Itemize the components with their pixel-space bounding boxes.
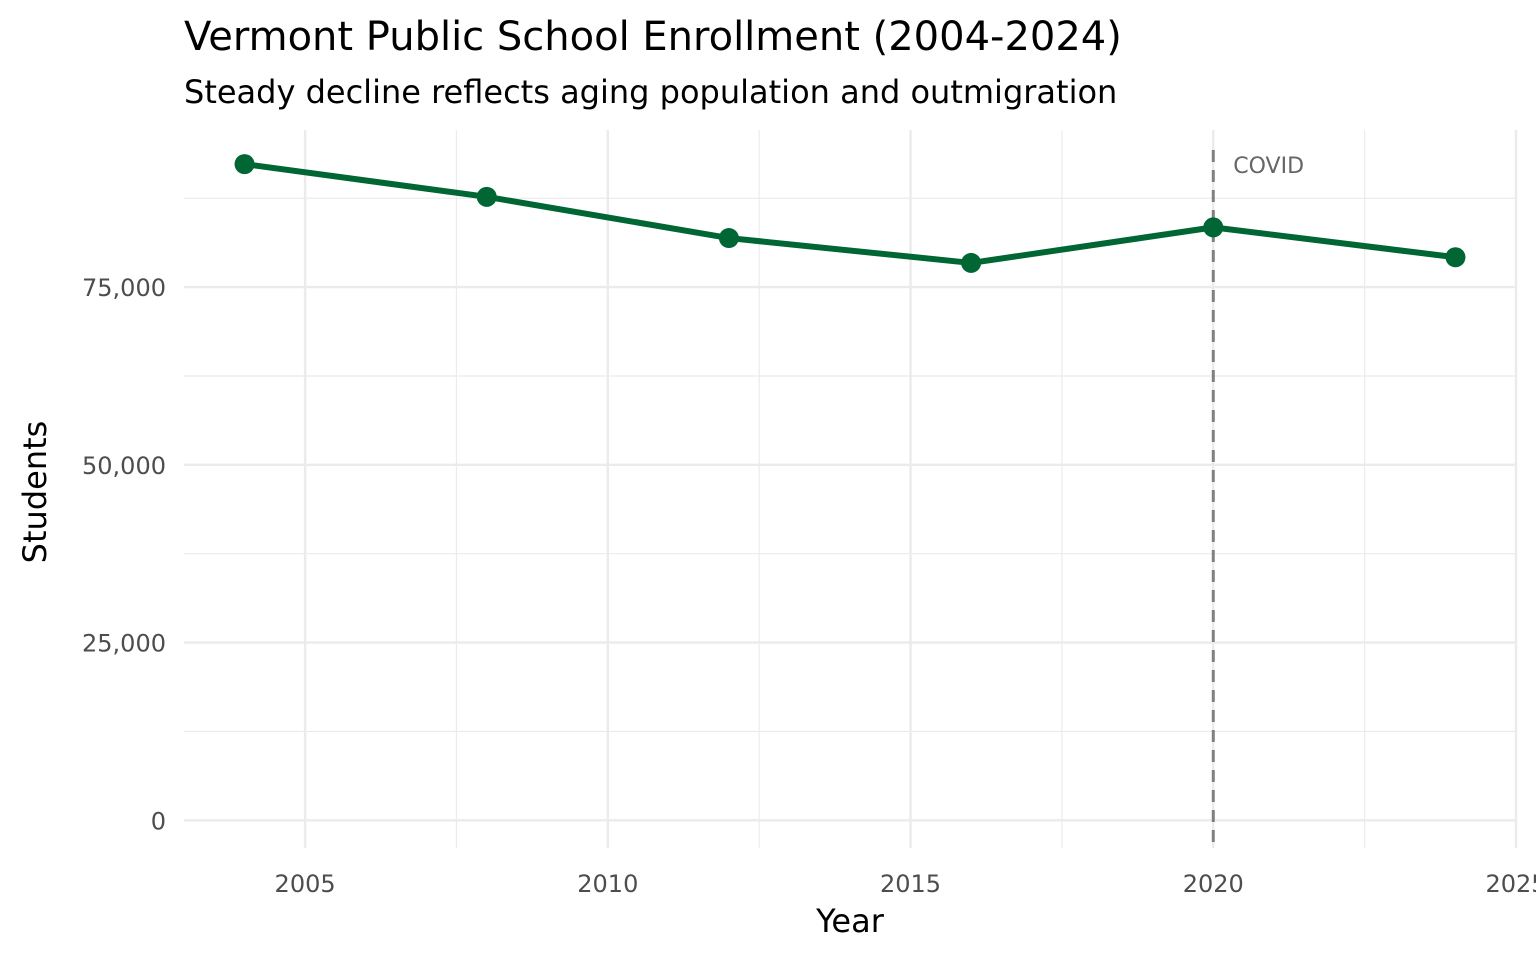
data-point-2020: [1203, 217, 1224, 238]
x-tick-label: 2010: [577, 870, 638, 898]
data-point-2004: [234, 154, 255, 175]
chart-title: Vermont Public School Enrollment (2004-2…: [184, 14, 1122, 60]
chart-subtitle: Steady decline reflects aging population…: [184, 73, 1118, 111]
y-tick-label: 25,000: [82, 630, 166, 658]
enrollment-line: [244, 161, 1456, 266]
y-tick-label: 75,000: [82, 274, 166, 302]
x-tick-label: 2015: [880, 870, 941, 898]
data-point-2016: [961, 252, 982, 273]
grid: [184, 130, 1518, 848]
covid-annotation: COVID: [1233, 154, 1304, 179]
data-point-2008: [476, 186, 497, 207]
x-axis-label: Year: [815, 902, 885, 940]
y-tick-label: 50,000: [82, 452, 166, 480]
data-point-2012: [718, 228, 739, 249]
y-axis-label: Students: [16, 421, 54, 564]
data-point-2024: [1445, 247, 1466, 268]
x-tick-label: 2005: [275, 870, 336, 898]
x-tick-label: 2020: [1183, 870, 1244, 898]
y-tick-label: 0: [151, 807, 166, 835]
series: COVID: [234, 150, 1466, 848]
